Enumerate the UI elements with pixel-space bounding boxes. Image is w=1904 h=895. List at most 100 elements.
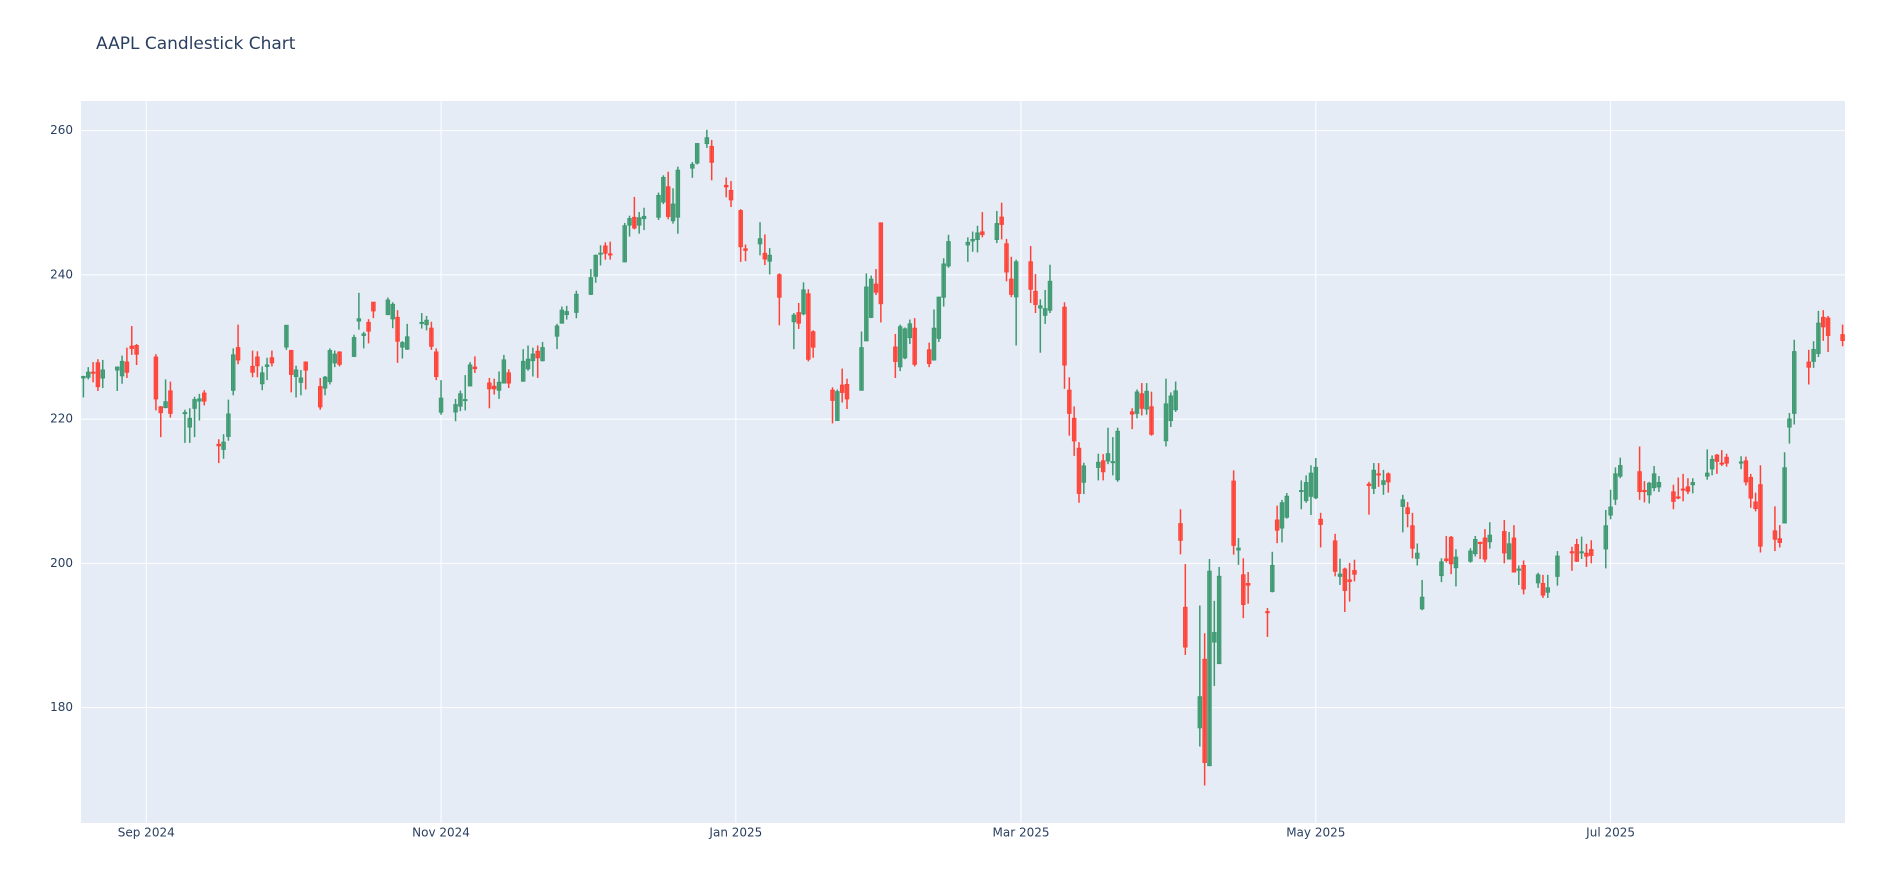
- candle-body: [1212, 632, 1217, 643]
- candle-body: [970, 238, 975, 242]
- candle-body: [1178, 523, 1183, 541]
- candle-body: [1173, 390, 1178, 411]
- candle-body: [530, 353, 536, 362]
- candle-body: [192, 399, 197, 409]
- candle-body: [1013, 261, 1019, 298]
- candle-body: [1680, 488, 1686, 491]
- candle-body: [1656, 482, 1662, 488]
- candle-body: [226, 413, 231, 437]
- candle-body: [1347, 579, 1352, 582]
- candle-body: [1265, 611, 1270, 614]
- candle-body: [1825, 317, 1831, 336]
- candle-body: [453, 404, 458, 413]
- candle-body: [1376, 473, 1381, 476]
- candle-body: [1613, 473, 1618, 500]
- candle-body: [864, 286, 869, 342]
- candle-body: [999, 216, 1004, 225]
- candle-body: [1502, 531, 1507, 554]
- candle-body: [1511, 537, 1517, 573]
- candle-body: [462, 399, 468, 402]
- candle-body: [559, 309, 565, 324]
- x-tick-label: Mar 2025: [992, 826, 1049, 840]
- candle-body: [168, 390, 173, 414]
- candle-body: [1521, 565, 1526, 590]
- y-tick-label: 200: [50, 556, 73, 570]
- candle-body: [235, 347, 241, 361]
- candle-body: [119, 360, 125, 377]
- candle-body: [506, 372, 511, 384]
- candle-body: [975, 232, 980, 240]
- candle-body: [1743, 460, 1749, 483]
- candle-body: [1535, 574, 1541, 584]
- candle-body: [255, 356, 260, 367]
- candle-body: [839, 384, 845, 393]
- candle-body: [124, 361, 130, 373]
- candle-body: [187, 417, 192, 428]
- candle-body: [1569, 551, 1575, 554]
- candle-body: [1144, 390, 1149, 410]
- candle-body: [1603, 525, 1609, 550]
- x-tick-label: Jul 2025: [1585, 826, 1635, 840]
- candle-body: [1473, 539, 1478, 555]
- candle-body: [1100, 460, 1106, 473]
- candle-body: [1758, 484, 1763, 547]
- candle-body: [675, 169, 681, 218]
- y-tick-label: 220: [50, 412, 73, 426]
- candle-body: [670, 203, 676, 222]
- candle-body: [395, 316, 400, 342]
- candle-body: [1352, 570, 1357, 575]
- candle-body: [1009, 278, 1014, 295]
- candle-body: [1748, 477, 1753, 499]
- candle-body: [90, 371, 96, 374]
- candle-body: [810, 331, 816, 348]
- candle-body: [1274, 519, 1280, 531]
- candle-body: [1444, 558, 1449, 561]
- candle-body: [1110, 461, 1116, 464]
- candle-body: [1342, 568, 1348, 591]
- candle-body: [801, 289, 806, 315]
- candle-body: [757, 238, 763, 245]
- candle-body: [1038, 305, 1043, 309]
- candle-body: [293, 369, 299, 378]
- candle-body: [1033, 290, 1038, 305]
- candle-body: [1096, 461, 1101, 468]
- candle-body: [554, 325, 560, 337]
- candle-body: [632, 216, 637, 229]
- candle-body: [1318, 518, 1323, 525]
- candle-body: [1284, 495, 1290, 518]
- candle-body: [1506, 543, 1512, 560]
- candle-body: [1405, 507, 1410, 515]
- candle-body: [1579, 551, 1584, 554]
- candle-body: [1139, 393, 1145, 409]
- candle-body: [665, 186, 671, 217]
- candle-body: [1400, 499, 1406, 507]
- candle-body: [153, 356, 159, 400]
- candle-body: [723, 184, 729, 188]
- candle-body: [458, 393, 463, 407]
- candle-body: [762, 252, 768, 260]
- candle-body: [1555, 555, 1560, 577]
- candle-body: [598, 252, 603, 255]
- candle-body: [1071, 417, 1077, 442]
- candle-body: [1231, 480, 1236, 546]
- candle-body: [636, 217, 642, 226]
- candle-body: [926, 349, 932, 365]
- candle-body: [1047, 280, 1053, 311]
- plot-area: [81, 101, 1845, 823]
- candle-body: [994, 223, 1000, 240]
- candle-body: [1419, 596, 1425, 610]
- candle-body: [1207, 570, 1212, 767]
- candle-body: [327, 350, 333, 383]
- candle-body: [197, 398, 202, 402]
- candle-body: [540, 347, 545, 362]
- candle-body: [1821, 316, 1826, 328]
- candle-body: [1753, 501, 1758, 510]
- candle-body: [980, 231, 985, 235]
- candle-body: [907, 323, 913, 339]
- candle-body: [250, 365, 255, 373]
- candle-body: [738, 210, 743, 248]
- candle-body: [1584, 552, 1589, 557]
- candle-body: [1637, 471, 1642, 493]
- candle-body: [1313, 466, 1319, 499]
- candle-body: [690, 163, 695, 169]
